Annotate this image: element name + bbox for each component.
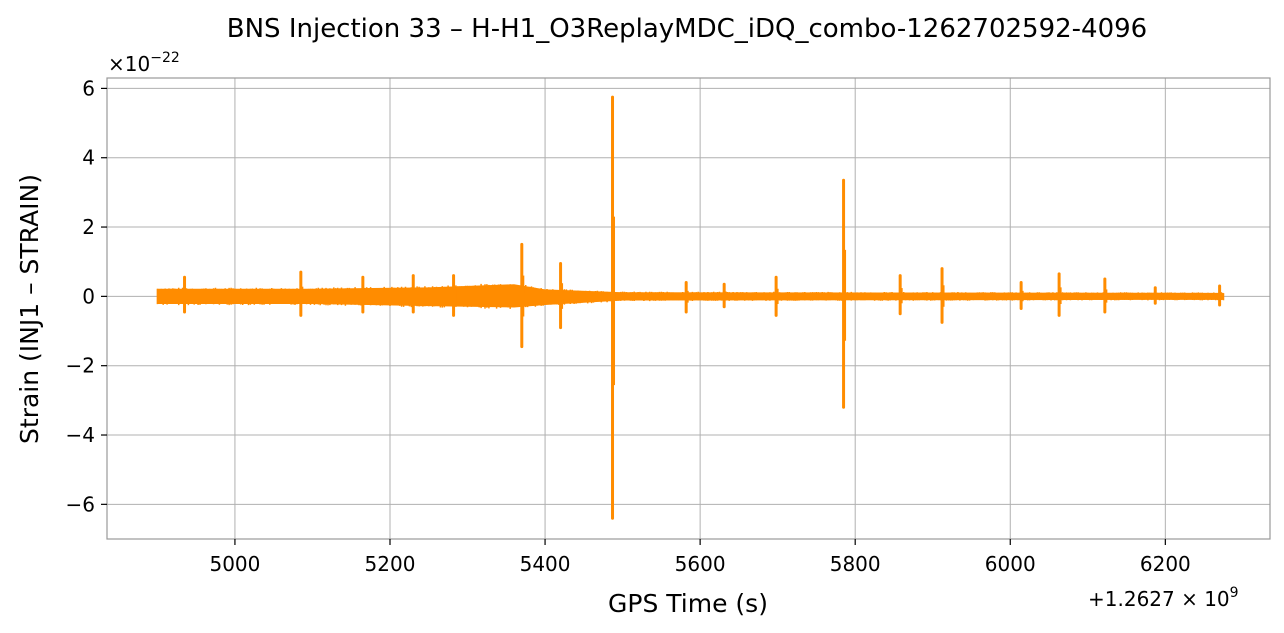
x-tick-label: 5400	[520, 552, 571, 576]
y-axis-ticks: −6 −4 −2 0 2 4 6	[66, 76, 107, 516]
grid	[107, 78, 1270, 539]
y-axis-multiplier: ×10−22	[108, 50, 180, 76]
plot-frame	[106, 77, 1271, 540]
x-offset-exponent: 9	[1230, 585, 1239, 601]
y-tick-label: 4	[82, 146, 95, 170]
y-multiplier-exponent: −22	[150, 50, 180, 66]
y-axis-label: Strain (INJ1 – STRAIN)	[15, 174, 44, 444]
series-strain	[156, 95, 1225, 520]
x-tick-label: 5000	[209, 552, 260, 576]
y-tick-label: 2	[82, 215, 95, 239]
y-tick-label: −6	[66, 492, 95, 516]
x-tick-label: 6000	[985, 552, 1036, 576]
y-tick-label: 6	[82, 76, 95, 100]
y-tick-label: 0	[82, 284, 95, 308]
x-tick-label: 5600	[675, 552, 726, 576]
y-tick-label: −2	[66, 354, 95, 378]
x-axis-ticks: 5000 5200 5400 5600 5800 6000 6200	[209, 539, 1191, 576]
x-tick-label: 5200	[365, 552, 416, 576]
x-offset-base: +1.2627 × 10	[1088, 587, 1230, 611]
y-multiplier-base: ×10	[108, 52, 150, 76]
chart-title: BNS Injection 33 – H-H1_O3ReplayMDC_iDQ_…	[227, 14, 1147, 44]
x-tick-label: 5800	[830, 552, 881, 576]
x-tick-label: 6200	[1140, 552, 1191, 576]
x-axis-label: GPS Time (s)	[608, 589, 768, 618]
plot-area	[106, 77, 1271, 540]
y-tick-label: −4	[66, 423, 95, 447]
x-axis-offset: +1.2627 × 109	[1088, 585, 1239, 611]
